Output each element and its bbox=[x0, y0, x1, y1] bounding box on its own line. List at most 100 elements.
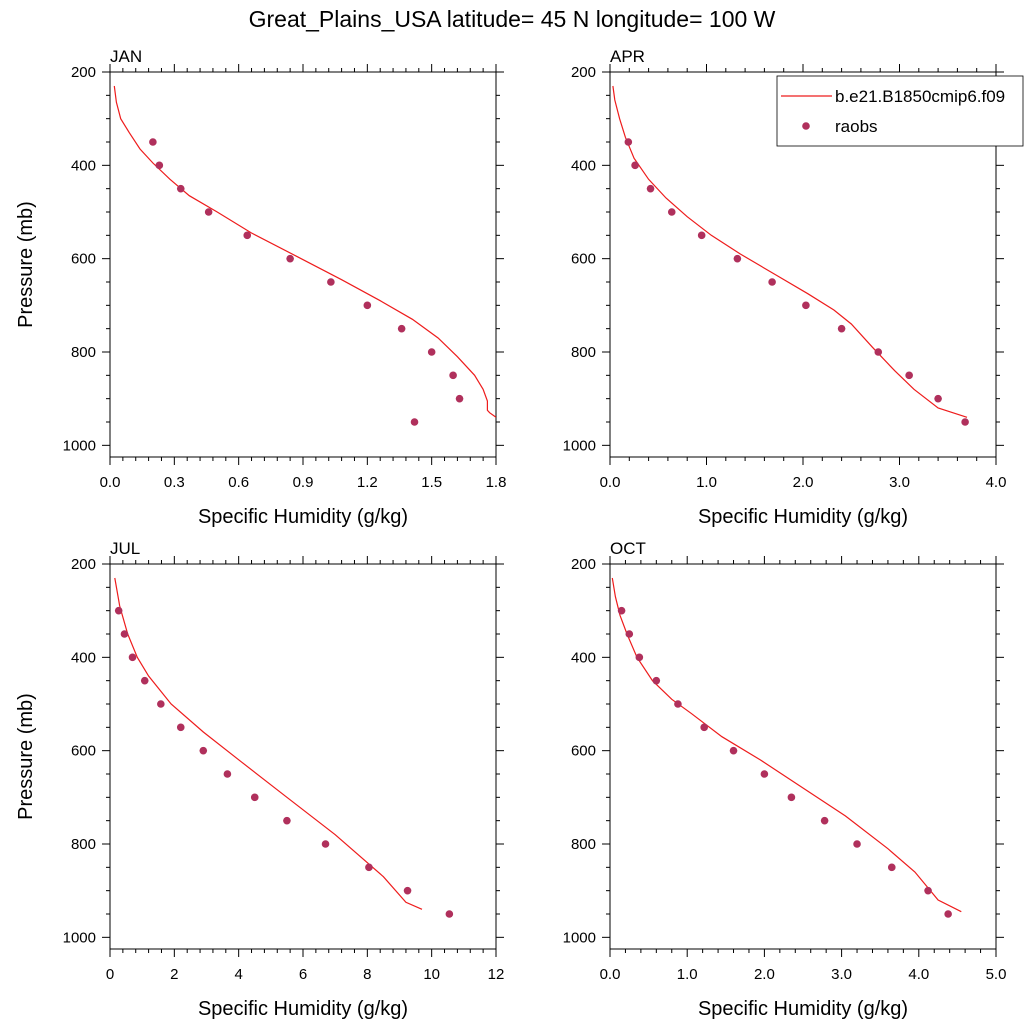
panel-jan-label: JAN bbox=[110, 47, 142, 66]
panel-jan-raobs-point bbox=[410, 418, 419, 426]
panel-jan: JAN 0.0 0.3 0.6 0.9 1.2 1.5 1.8 200 400 600 800 1000… bbox=[15, 47, 506, 528]
panel-apr: APR 0.0 1.0 2.0 3.0 4.0 200 400 600 800 1000 Specif… bbox=[563, 47, 1024, 528]
panel-jul-xtick-label: 8 bbox=[363, 966, 371, 983]
panel-apr-ytick-label: 600 bbox=[571, 251, 596, 268]
panel-jan-ytick-label: 200 bbox=[71, 64, 96, 81]
panel-jan-xtick-label: 0.0 bbox=[100, 474, 121, 491]
panel-jul-label: JUL bbox=[110, 539, 140, 558]
panel-jan-raobs-point bbox=[397, 324, 406, 333]
panel-oct-xtick-label: 5.0 bbox=[986, 966, 1007, 983]
panel-jul-ylabel: Pressure (mb) bbox=[15, 693, 37, 820]
panel-apr-xtick-label: 2.0 bbox=[793, 474, 814, 491]
panel-jan-xlabel: Specific Humidity (g/kg) bbox=[198, 506, 408, 528]
panel-oct-xlabel: Specific Humidity (g/kg) bbox=[698, 998, 908, 1020]
panel-jul-raobs-point bbox=[120, 630, 129, 638]
panel-apr-raobs-point bbox=[646, 184, 655, 193]
panel-jul-data bbox=[114, 577, 454, 918]
panel-jul-model-line bbox=[114, 577, 423, 910]
panel-apr-raobs-point bbox=[837, 324, 846, 333]
legend-model-label: b.e21.B1850cmip6.f09 bbox=[835, 87, 1005, 106]
panel-jul-ytick-label: 400 bbox=[71, 649, 96, 666]
panel-jan-raobs-point bbox=[243, 231, 252, 240]
panel-jan-frame bbox=[109, 71, 497, 458]
panel-jan-raobs-point bbox=[449, 371, 457, 380]
panel-jul-xtick-label: 4 bbox=[234, 966, 242, 983]
panel-jul-raobs-point bbox=[445, 910, 454, 918]
panel-oct-raobs-point bbox=[760, 770, 769, 778]
panel-apr-xtick-label: 1.0 bbox=[696, 474, 717, 491]
panel-oct-model-line bbox=[611, 577, 962, 913]
panel-oct-raobs-point bbox=[887, 863, 896, 872]
panel-jul: JUL 0 2 4 6 8 10 12 200 400 600 800 1000 Specific Hum… bbox=[15, 539, 504, 1020]
panel-oct-raobs-point bbox=[729, 746, 738, 755]
panel-jan-xtick-label: 0.3 bbox=[164, 474, 185, 491]
panel-jul-xtick-label: 12 bbox=[488, 966, 505, 983]
panel-apr-raobs-point bbox=[905, 371, 913, 380]
legend-obs-label: raobs bbox=[835, 117, 878, 136]
panel-oct-xtick-label: 4.0 bbox=[908, 966, 929, 983]
panel-jan-raobs-point bbox=[327, 278, 335, 286]
panel-oct-raobs-point bbox=[652, 676, 661, 685]
panel-jan-xtick-label: 0.6 bbox=[228, 474, 249, 491]
panel-oct-raobs-point bbox=[635, 653, 644, 662]
panel-apr-raobs-point bbox=[697, 231, 706, 240]
panel-jul-raobs-point bbox=[176, 723, 185, 732]
panel-oct-raobs-point bbox=[700, 723, 708, 732]
panel-oct-frame bbox=[609, 563, 997, 950]
legend-obs-swatch bbox=[802, 122, 810, 130]
panel-oct-label: OCT bbox=[610, 539, 646, 558]
panel-jan-raobs-point bbox=[427, 348, 436, 356]
panel-jul-ytick-label: 200 bbox=[71, 556, 96, 573]
panel-oct-raobs-point bbox=[924, 886, 932, 895]
panel-jan-xtick-label: 1.5 bbox=[421, 474, 442, 491]
panel-jul-raobs-point bbox=[365, 863, 373, 872]
panel-apr-ytick-label: 200 bbox=[571, 64, 596, 81]
panel-apr-raobs-point bbox=[667, 208, 676, 216]
legend-box bbox=[776, 75, 1024, 147]
panel-oct-xtick-label: 3.0 bbox=[831, 966, 852, 983]
panel-oct-ytick-label: 400 bbox=[571, 649, 596, 666]
panel-oct-raobs-point bbox=[787, 793, 796, 802]
panel-jan-model-line bbox=[113, 85, 496, 418]
panel-jul-raobs-point bbox=[199, 746, 208, 755]
panel-oct-xtick-label: 2.0 bbox=[754, 966, 775, 983]
panel-jul-raobs-point bbox=[321, 840, 330, 848]
panel-oct: OCT 0.0 1.0 2.0 3.0 4.0 5.0 200 400 600 800 1000 Spe… bbox=[563, 539, 1007, 1020]
panel-jan-ytick-label: 400 bbox=[71, 157, 96, 174]
panel-jan-raobs-point bbox=[149, 138, 157, 146]
panel-oct-data bbox=[611, 577, 962, 918]
panel-jul-raobs-point bbox=[114, 606, 123, 615]
panel-jul-raobs-point bbox=[403, 886, 412, 895]
panel-jul-raobs-point bbox=[223, 770, 232, 778]
panel-apr-raobs-point bbox=[733, 254, 742, 263]
panel-apr-raobs-point bbox=[802, 301, 810, 310]
panel-oct-raobs-point bbox=[674, 700, 682, 708]
panel-jul-raobs-point bbox=[250, 793, 259, 802]
panel-oct-raobs-point bbox=[820, 816, 829, 825]
panel-jul-xtick-label: 0 bbox=[106, 966, 114, 983]
panel-apr-ytick-label: 800 bbox=[571, 344, 596, 361]
panel-apr-xtick-label: 3.0 bbox=[889, 474, 910, 491]
panel-oct-xtick-label: 0.0 bbox=[600, 966, 621, 983]
panel-oct-ytick-label: 200 bbox=[571, 556, 596, 573]
panel-jul-ytick-label: 800 bbox=[71, 836, 96, 853]
panel-apr-raobs-point bbox=[631, 161, 639, 170]
panel-oct-ytick-label: 1000 bbox=[563, 929, 596, 946]
panel-jan-raobs-point bbox=[455, 394, 464, 403]
figure-title: Great_Plains_USA latitude= 45 N longitud… bbox=[249, 6, 776, 32]
panel-oct-ytick-label: 800 bbox=[571, 836, 596, 853]
panel-oct-ytick-label: 600 bbox=[571, 743, 596, 760]
panel-apr-xtick-label: 0.0 bbox=[600, 474, 621, 491]
panel-apr-xlabel: Specific Humidity (g/kg) bbox=[698, 506, 908, 528]
panel-apr-label: APR bbox=[610, 47, 645, 66]
panel-jul-xlabel: Specific Humidity (g/kg) bbox=[198, 998, 408, 1020]
panel-jan-raobs-point bbox=[176, 184, 185, 193]
panel-jan-ytick-label: 1000 bbox=[63, 437, 96, 454]
panel-jul-xtick-label: 2 bbox=[170, 966, 178, 983]
panel-jan-data bbox=[113, 85, 496, 426]
panel-jan-raobs-point bbox=[363, 301, 372, 310]
panel-jul-xtick-label: 6 bbox=[299, 966, 307, 983]
panel-apr-raobs-point bbox=[934, 394, 942, 403]
